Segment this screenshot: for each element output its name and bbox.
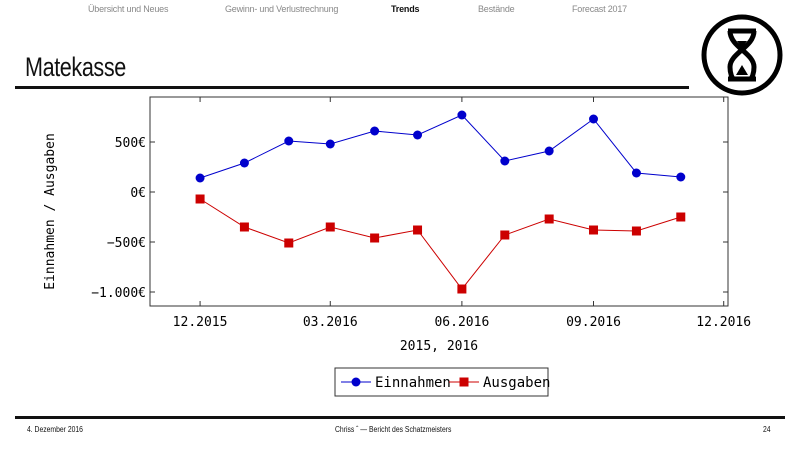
- x-tick-label: 12.2015: [173, 315, 228, 330]
- legend-label-einnahmen: Einnahmen: [375, 375, 451, 391]
- data-point-ausgaben: [500, 230, 510, 240]
- y-tick-label: 500€: [115, 136, 146, 151]
- hourglass-logo-icon: [701, 14, 783, 96]
- nav-item-bestaende[interactable]: Bestände: [478, 4, 515, 14]
- series-line-ausgaben: [199, 198, 681, 290]
- data-point-ausgaben: [676, 212, 686, 222]
- x-tick-label: 12.2016: [696, 315, 751, 330]
- data-point-ausgaben: [325, 222, 335, 232]
- x-tick-label: 06.2016: [434, 315, 489, 330]
- data-point-ausgaben: [239, 222, 249, 232]
- y-tick-label: −1.000€: [91, 286, 146, 301]
- slide-title: Matekasse: [25, 52, 126, 82]
- title-rule: [15, 86, 689, 89]
- data-point-ausgaben: [413, 225, 423, 235]
- x-tick-label: 03.2016: [303, 315, 358, 330]
- data-point-ausgaben: [457, 284, 467, 294]
- data-point-einnahmen: [500, 156, 510, 166]
- data-point-einnahmen: [589, 114, 599, 124]
- data-point-ausgaben: [284, 238, 294, 248]
- nav-item-forecast[interactable]: Forecast 2017: [572, 4, 627, 14]
- data-point-einnahmen: [413, 130, 423, 140]
- legend-marker-einnahmen: [351, 377, 361, 387]
- data-point-einnahmen: [325, 139, 335, 149]
- legend-marker-ausgaben: [459, 377, 469, 387]
- section-navigation: Übersicht und Neues Gewinn- und Verlustr…: [0, 4, 800, 18]
- data-point-ausgaben: [195, 194, 205, 204]
- y-tick-label: 0€: [130, 186, 146, 201]
- y-axis-label: Einnahmen / Ausgaben: [43, 133, 58, 290]
- page-number: 24: [763, 425, 771, 434]
- x-tick-label: 09.2016: [566, 315, 621, 330]
- data-point-einnahmen: [631, 168, 641, 178]
- data-point-einnahmen: [676, 172, 686, 182]
- y-tick-label: −500€: [107, 236, 146, 251]
- data-point-ausgaben: [631, 226, 641, 236]
- legend-label-ausgaben: Ausgaben: [483, 375, 550, 391]
- nav-item-guv[interactable]: Gewinn- und Verlustrechnung: [225, 4, 339, 14]
- nav-item-trends[interactable]: Trends: [391, 4, 420, 14]
- plot-frame: [149, 96, 729, 307]
- data-point-ausgaben: [370, 233, 380, 243]
- data-point-einnahmen: [239, 158, 249, 168]
- nav-item-uebersicht[interactable]: Übersicht und Neues: [88, 4, 169, 14]
- data-point-einnahmen: [457, 110, 467, 120]
- data-point-ausgaben: [544, 214, 554, 224]
- data-point-ausgaben: [589, 225, 599, 235]
- series-line-einnahmen: [199, 114, 681, 179]
- legend-box: [334, 367, 549, 397]
- data-point-einnahmen: [370, 126, 380, 136]
- data-point-einnahmen: [195, 173, 205, 183]
- data-point-einnahmen: [284, 136, 294, 146]
- footer-title: Chriss ˆ — Bericht des Schatzmeisters: [335, 425, 452, 434]
- line-chart: 12.2015 03.2016 06.2016 09.2016 12.2016 500€ 0…: [43, 96, 751, 397]
- x-axis-label: 2015, 2016: [400, 339, 478, 354]
- footer-date: 4. Dezember 2016: [27, 425, 83, 434]
- footer-rule: [15, 416, 785, 419]
- data-point-einnahmen: [544, 146, 554, 156]
